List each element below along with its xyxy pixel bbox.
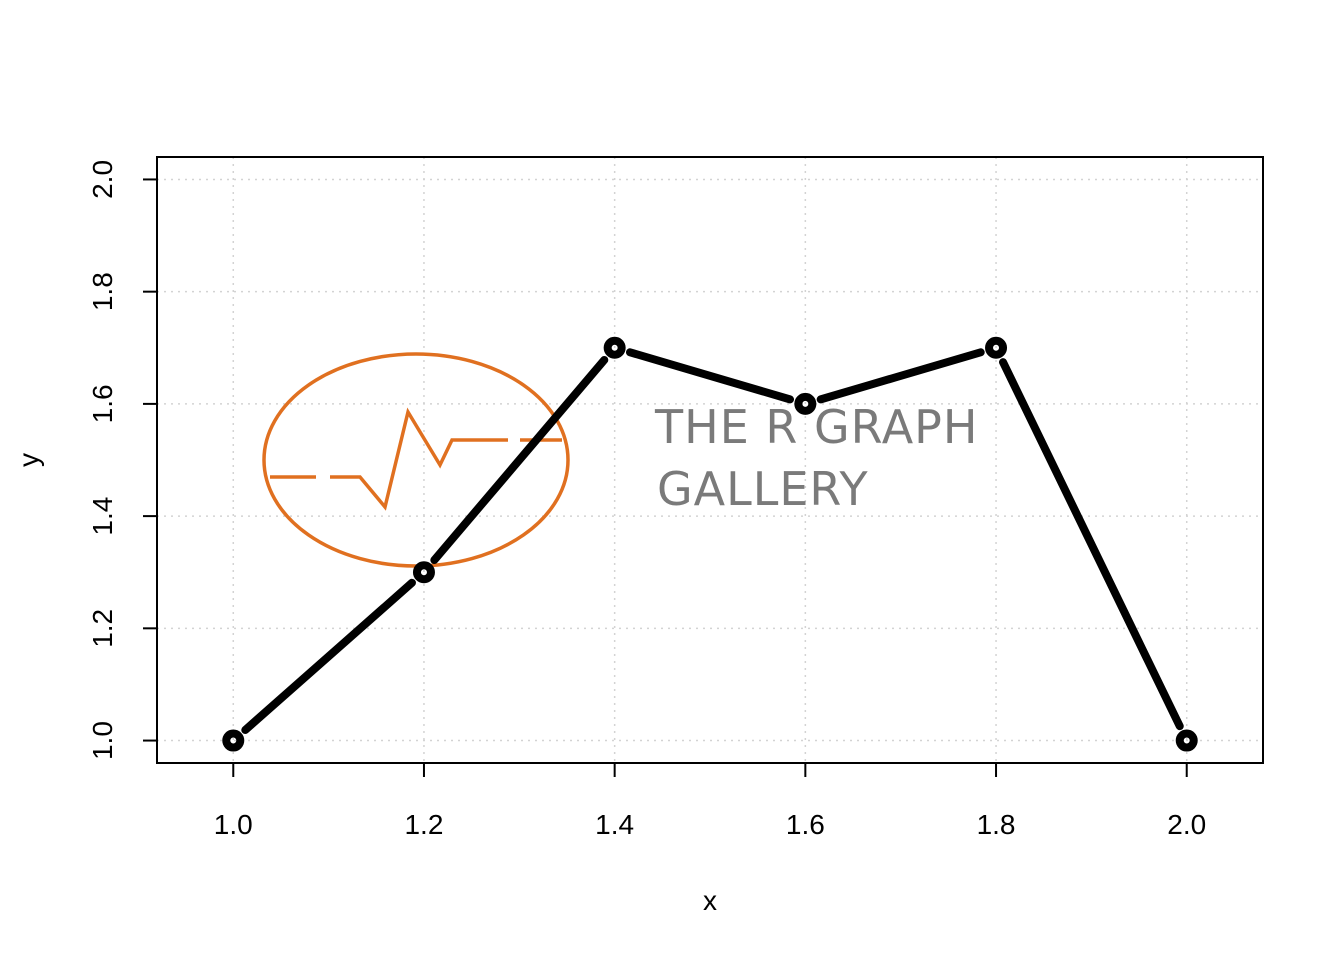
x-axis-title: x: [703, 885, 717, 916]
data-point: [1175, 729, 1198, 752]
y-tick-label: 2.0: [87, 160, 118, 199]
data-point: [794, 392, 817, 415]
x-tick-label: 1.2: [404, 809, 443, 840]
axis-layer: 1.0 1.2 1.4 1.6 1.8 2.0 1.0 1.2 1.4 1.6 1.8 2.0: [87, 160, 1206, 840]
series-line-segment: [999, 358, 1184, 731]
x-tick-label: 1.4: [595, 809, 634, 840]
series-line-segment: [626, 348, 794, 404]
x-tick-label: 1.6: [786, 809, 825, 840]
r-graph-gallery-watermark: THE R GRAPH GALLERY: [262, 352, 979, 568]
data-point: [985, 336, 1008, 359]
x-tick-label: 1.0: [214, 809, 253, 840]
y-tick-label: 1.2: [87, 609, 118, 648]
y-tick-label: 1.6: [87, 384, 118, 423]
grid-layer: [157, 157, 1263, 763]
watermark-line-1: THE R GRAPH: [654, 400, 979, 454]
data-layer: [222, 336, 1198, 752]
watermark-line-2: GALLERY: [657, 462, 869, 516]
series-line-segment: [816, 348, 985, 404]
series-line-segment: [430, 355, 609, 565]
x-tick-label: 1.8: [977, 809, 1016, 840]
y-axis-title: y: [13, 453, 44, 467]
data-point: [222, 729, 245, 752]
series-line-segment: [241, 578, 416, 734]
data-point: [603, 336, 626, 359]
y-tick-label: 1.0: [87, 721, 118, 760]
plot-frame: [156, 156, 1264, 764]
y-tick-label: 1.4: [87, 497, 118, 536]
y-tick-label: 1.8: [87, 272, 118, 311]
data-point: [412, 561, 435, 584]
x-tick-label: 2.0: [1167, 809, 1206, 840]
